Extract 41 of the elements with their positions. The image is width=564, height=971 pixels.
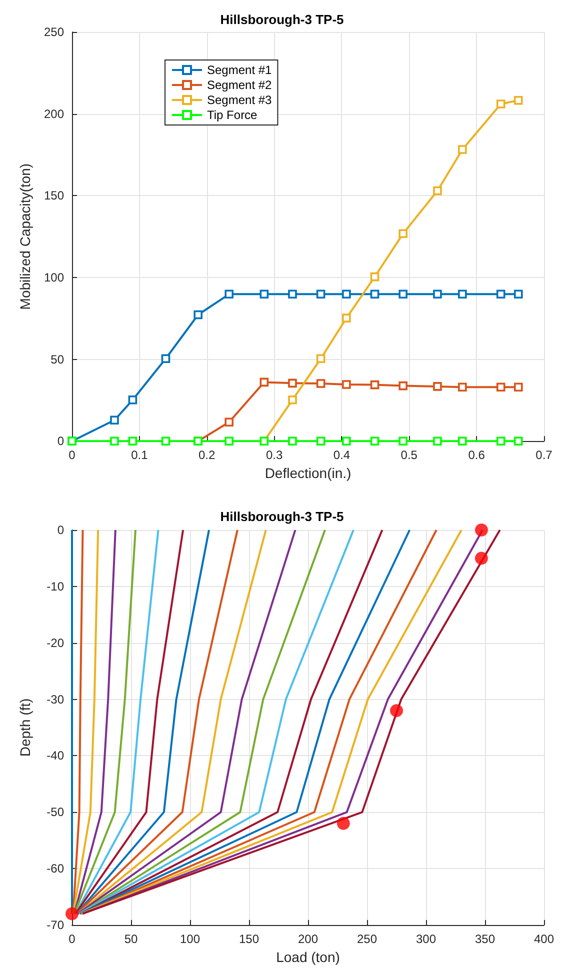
x-tick-label: 50 bbox=[124, 932, 138, 946]
chart-title: Hillsborough-3 TP-5 bbox=[220, 509, 344, 524]
legend-label: Tip Force bbox=[207, 108, 258, 122]
x-tick-label: 0.6 bbox=[468, 448, 486, 462]
y-tick-label: 0 bbox=[57, 434, 64, 448]
x-axis-title: Load (ton) bbox=[276, 948, 340, 965]
x-tick-label: 300 bbox=[416, 932, 436, 946]
y-tick-label: 250 bbox=[44, 25, 64, 39]
legend-label: Segment #2 bbox=[207, 78, 272, 92]
y-tick-label: -60 bbox=[46, 862, 64, 876]
x-tick-label: 200 bbox=[298, 932, 318, 946]
x-tick-label: 0.1 bbox=[131, 448, 148, 462]
x-tick-label: 150 bbox=[238, 932, 260, 946]
x-tick-label: 400 bbox=[534, 932, 554, 946]
x-tick-label: 250 bbox=[356, 932, 378, 946]
y-tick-label: 150 bbox=[44, 188, 64, 203]
x-tick-label: 0.5 bbox=[400, 448, 418, 462]
y-tick-label: 0 bbox=[57, 523, 64, 537]
y-tick-label: -20 bbox=[46, 636, 64, 650]
y-tick-label: -40 bbox=[46, 748, 64, 763]
y-tick-label: 100 bbox=[44, 270, 64, 284]
y-tick-label: 200 bbox=[44, 106, 64, 121]
x-tick-label: 350 bbox=[474, 932, 496, 946]
x-tick-label: 0.4 bbox=[333, 448, 350, 462]
y-axis-title: Mobilized Capacity(ton) bbox=[17, 163, 33, 310]
y-axis-title: Depth (ft) bbox=[17, 698, 33, 757]
y-tick-label: -10 bbox=[46, 579, 64, 594]
x-tick-label: 0.3 bbox=[266, 448, 283, 462]
legend-label: Segment #3 bbox=[207, 93, 272, 107]
y-tick-label: -50 bbox=[46, 805, 64, 820]
x-tick-label: 0.7 bbox=[536, 448, 553, 462]
y-tick-label: -30 bbox=[46, 692, 64, 706]
x-tick-label: 0.2 bbox=[198, 448, 216, 462]
x-axis-title: Deflection(in.) bbox=[264, 465, 352, 481]
chart-title: Hillsborough-3 TP-5 bbox=[220, 12, 344, 27]
x-tick-label: 0 bbox=[68, 932, 76, 946]
y-tick-label: 50 bbox=[50, 352, 64, 366]
x-tick-label: 0 bbox=[68, 448, 76, 462]
legend-label: Segment #1 bbox=[207, 63, 272, 77]
y-tick-label: -70 bbox=[46, 918, 64, 932]
x-tick-label: 100 bbox=[180, 932, 200, 946]
